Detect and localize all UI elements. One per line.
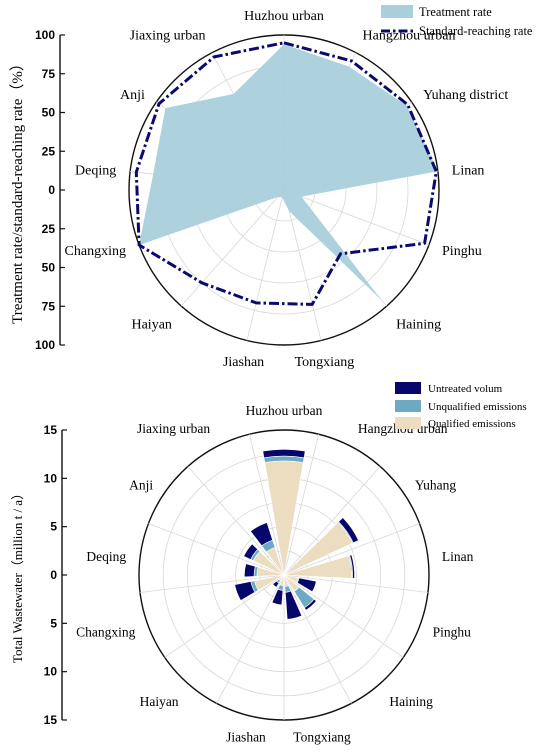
legend-label-treatment-rate: Treatment rate [419,5,492,19]
bar-untreated [303,598,317,611]
legend-label-standard-reaching-rate: Standard-reaching rate [419,24,533,38]
bar-untreated [284,570,288,572]
radar-y-axis-label: Treatment rate/standard-reaching rate（%） [9,56,26,324]
polar-spoke [187,466,285,576]
legend-label-untreated: Untreated volum [428,383,503,395]
radar-category-label: Jiashan [223,355,264,370]
treatment-rate-area [139,44,438,301]
polar-y-tick-label: 0 [50,568,57,582]
polar-spoke [283,574,352,704]
polar-y-tick-label: 15 [44,423,58,437]
radar-category-label: Changxing [65,244,126,259]
radar-y-axis: 100 75 50 25 0 25 50 75 100 [35,28,65,352]
bar-untreated [349,554,355,579]
polar-y-tick-label: 5 [50,616,57,630]
polar-spoke [164,574,285,658]
radar-category-label: Deqing [75,164,116,179]
polar-category-label: Haining [389,694,433,709]
radar-category-label: Jiaxing urban [130,28,206,43]
polar-category-label: Pinghu [433,624,472,639]
radar-chart: 100 75 50 25 0 25 50 75 100 Huzhou urbanHangzhou… [9,5,533,370]
polar-category-label: Jiashan [226,729,266,744]
polar-category-label: Haiyan [140,694,179,709]
radar-y-tick-label: 100 [35,28,55,42]
radar-category-label: Anji [120,88,145,103]
radar-y-tick-label: 50 [42,261,56,275]
radar-category-label: Haining [396,317,441,332]
legend-swatch-untreated [395,382,421,394]
radar-y-tick-label: 25 [42,222,56,236]
radar-category-label: Haiyan [131,317,171,332]
polar-spoke [248,434,285,576]
legend-swatch-qualified [395,417,421,429]
polar-category-label: Linan [442,549,474,564]
radar-spoke [246,189,285,341]
radar-category-label: Pinghu [442,244,482,259]
polar-y-axis: 15 10 5 0 5 10 15 [44,423,67,727]
polar-spoke [283,434,320,576]
polar-y-tick-label: 10 [44,471,58,485]
radar-spoke [180,189,285,307]
radar-y-tick-label: 25 [42,144,56,158]
polar-y-axis-label: Total Wastewater（million t / a） [10,487,25,663]
radar-category-label: Tongxiang [295,355,355,370]
radar-y-tick-label: 100 [35,338,55,352]
bar-untreated [250,522,273,547]
polar-y-tick-label: 10 [44,665,58,679]
legend-swatch-unqualified [395,400,421,412]
radar-y-tick-label: 50 [42,106,56,120]
polar-spoke [148,523,285,576]
polar-category-label: Jiaxing urban [137,421,210,436]
polar-legend: Untreated volum Unqualified emissions Qu… [395,382,527,430]
polar-spoke [283,574,404,658]
bar-untreated [296,577,317,593]
radar-y-tick-label: 75 [42,67,56,81]
legend-label-qualified: Qualified emissions [428,418,516,430]
legend-label-unqualified: Unqualified emissions [428,401,527,413]
polar-category-label: Changxing [76,624,135,639]
legend-swatch-treatment-rate [381,5,413,18]
bar-untreated [338,517,359,544]
bar-untreated [234,581,256,601]
polar-bars [234,449,359,620]
polar-y-tick-label: 5 [50,520,57,534]
polar-spoke [283,523,420,576]
radar-legend: Treatment rate Standard-reaching rate [381,5,533,38]
radar-y-tick-label: 75 [42,299,56,313]
bar-untreated [271,588,284,606]
polar-spoke [140,574,285,593]
radar-category-label: Linan [452,164,485,179]
polar-spoke [216,574,285,704]
bar-untreated [272,580,280,588]
polar-category-label: Huzhou urban [246,403,323,418]
radar-y-tick-label: 0 [48,183,55,197]
radar-category-label: Yuhang district [423,88,508,103]
bar-untreated [244,563,256,578]
polar-category-label: Tongxiang [293,729,351,744]
standard-reaching-line [134,41,438,306]
bar-untreated [262,449,306,459]
bar-untreated [284,590,303,620]
polar-category-label: Yuhang [415,478,456,493]
polar-y-tick-label: 15 [44,713,58,727]
polar-spoke [283,574,428,593]
radar-category-label: Huzhou urban [244,9,324,24]
polar-spoke [283,466,381,576]
bar-untreated [243,543,259,560]
radar-spoke [283,189,322,341]
polar-category-label: Anji [129,478,153,493]
polar-category-label: Deqing [86,549,126,564]
radar-spoke [283,189,430,246]
